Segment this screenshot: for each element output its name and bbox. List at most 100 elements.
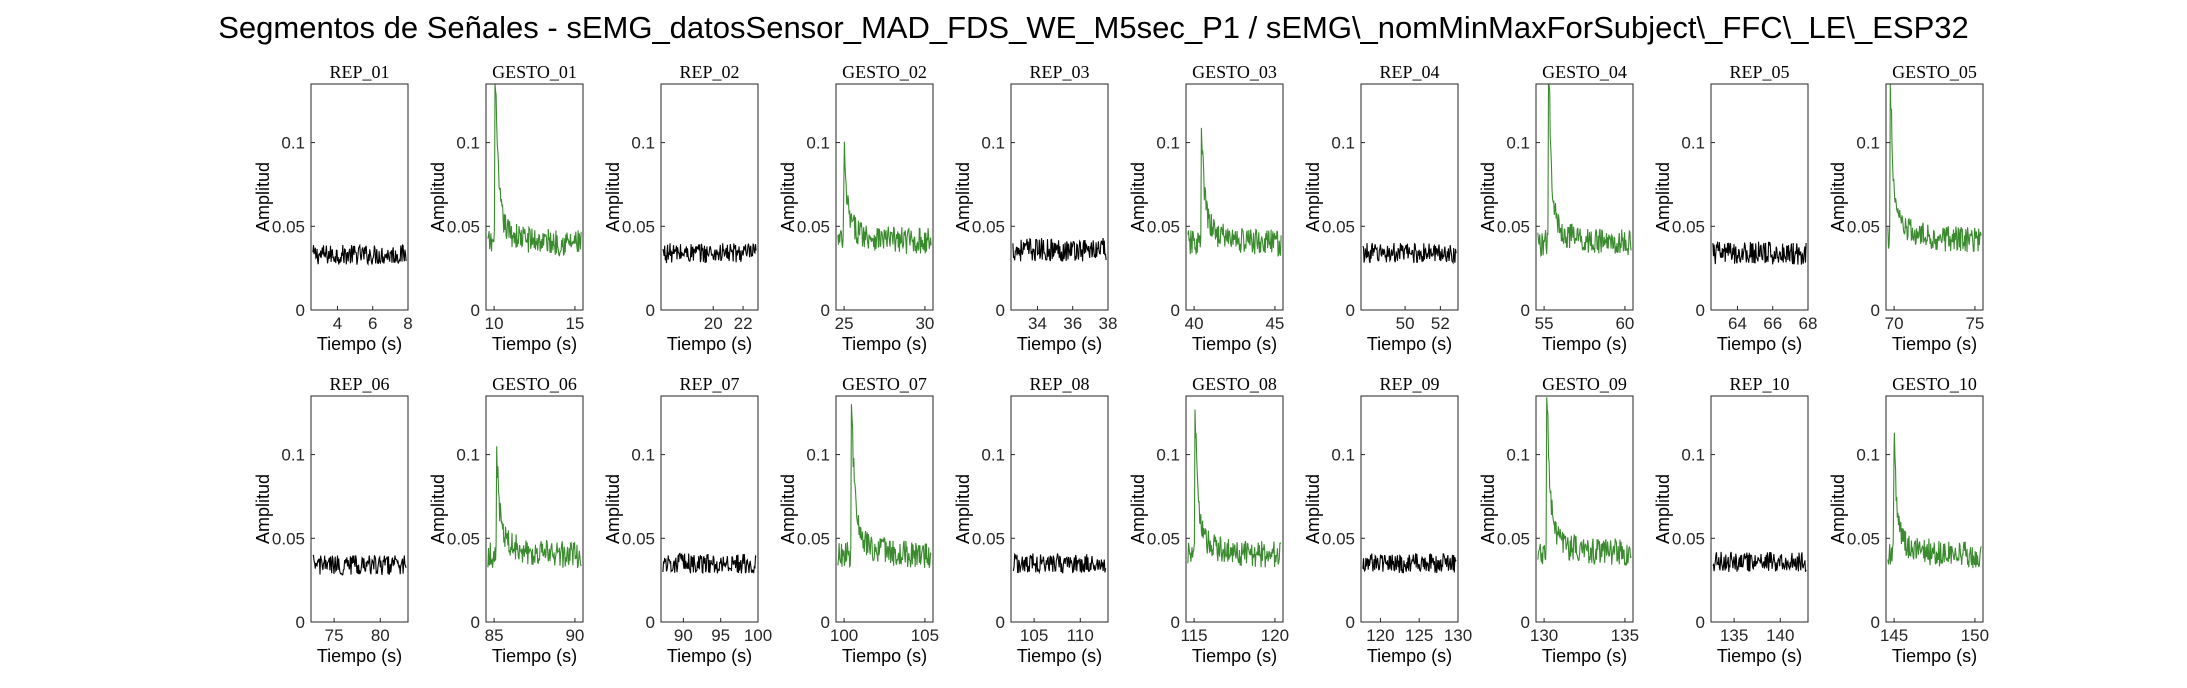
subplot-title: GESTO_08 [1192,374,1277,394]
y-tick-label: 0.05 [1847,529,1880,548]
y-tick-label: 0.1 [981,446,1005,465]
x-tick-label: 110 [1067,626,1094,645]
axes-box [660,83,759,311]
subplot-title: REP_10 [1729,374,1789,394]
axes-box [660,395,759,623]
x-tick-label: 36 [1063,314,1082,333]
y-axis-label: Amplitud [1303,162,1323,232]
x-axis-label: Tiempo (s) [1017,646,1102,666]
y-tick-label: 0 [1171,613,1180,632]
y-tick-label: 0.05 [447,529,480,548]
y-tick-label: 0.05 [447,217,480,236]
signal-line [1187,127,1282,257]
y-axis-label: Amplitud [953,162,973,232]
subplot-gesto-03: 0 0.05 0.1 40 45 GESTO_03 Tiempo (s) Amplitud [1128,62,1284,354]
subplot-title: REP_05 [1729,62,1789,82]
y-axis-label: Amplitud [253,474,273,544]
y-tick-label: 0.1 [1156,446,1180,465]
x-tick-label: 95 [711,626,730,645]
x-tick-label: 30 [915,314,934,333]
x-tick-label: 100 [830,626,858,645]
axes-box [1885,83,1984,311]
y-tick-label: 0 [821,301,830,320]
axes-box [835,83,934,311]
x-tick-label: 45 [1265,314,1284,333]
x-axis-label: Tiempo (s) [842,334,927,354]
subplot-gesto-05: 0 0.05 0.1 70 75 GESTO_05 Tiempo (s) Amplitud [1828,62,1984,354]
x-tick-label: 130 [1444,626,1472,645]
subplot-title: GESTO_01 [492,62,577,82]
subplot-rep-04: 0 0.05 0.1 50 52 REP_04 Tiempo (s) Amplitud [1303,62,1459,354]
signal-line [1887,84,1982,253]
subplot-rep-06: 0 0.05 0.1 75 80 REP_06 Tiempo (s) Amplitud [253,374,409,666]
x-axis-label: Tiempo (s) [492,646,577,666]
x-tick-label: 64 [1728,314,1747,333]
x-tick-label: 68 [1799,314,1818,333]
x-tick-label: 125 [1405,626,1433,645]
y-tick-label: 0.1 [281,134,305,153]
y-axis-label: Amplitud [253,162,273,232]
signal-line [1712,241,1807,265]
x-tick-label: 70 [1885,314,1904,333]
y-tick-label: 0 [1171,301,1180,320]
subplot-gesto-10: 0 0.05 0.1 145 150 GESTO_10 Tiempo (s) Amplitud [1828,374,1989,666]
x-axis-label: Tiempo (s) [1367,334,1452,354]
subplot-title: GESTO_09 [1542,374,1627,394]
x-axis-label: Tiempo (s) [1017,334,1102,354]
axes-box [1535,83,1634,311]
subplot-gesto-07: 0 0.05 0.1 100 105 GESTO_07 Tiempo (s) Amplitud [778,374,939,666]
signal-line [487,83,582,257]
subplot-title: GESTO_05 [1892,62,1977,82]
axes-box [835,395,934,623]
x-axis-label: Tiempo (s) [667,646,752,666]
signal-line [662,552,757,575]
x-tick-label: 55 [1535,314,1554,333]
axes-box [1010,395,1109,623]
y-tick-label: 0.05 [1672,217,1705,236]
subplot-title: GESTO_10 [1892,374,1977,394]
y-tick-label: 0.1 [806,446,830,465]
axes-box [485,395,584,623]
x-axis-label: Tiempo (s) [1542,646,1627,666]
axes-box [1360,395,1459,623]
subplot-title: GESTO_03 [1192,62,1277,82]
y-tick-label: 0.1 [1856,446,1880,465]
x-tick-label: 40 [1185,314,1204,333]
y-tick-label: 0 [1871,301,1880,320]
x-tick-label: 120 [1366,626,1394,645]
y-tick-label: 0 [1871,613,1880,632]
subplot-gesto-09: 0 0.05 0.1 130 135 GESTO_09 Tiempo (s) Amplitud [1478,374,1639,666]
subplot-title: REP_09 [1379,374,1439,394]
y-tick-label: 0 [296,613,305,632]
y-tick-label: 0.05 [1147,529,1180,548]
x-tick-label: 85 [485,626,504,645]
subplot-rep-10: 0 0.05 0.1 135 140 REP_10 Tiempo (s) Amplitud [1653,374,1809,666]
y-tick-label: 0.1 [281,446,305,465]
signal-line [1362,553,1457,574]
subplot-gesto-06: 0 0.05 0.1 85 90 GESTO_06 Tiempo (s) Amplitud [428,374,584,666]
subplot-rep-03: 0 0.05 0.1 34 36 38 REP_03 Tiempo (s) Amplitud [953,62,1117,354]
subplot-title: REP_07 [679,374,739,394]
subplot-title: REP_01 [329,62,389,82]
subplot-title: GESTO_07 [842,374,927,394]
y-axis-label: Amplitud [603,474,623,544]
y-axis-label: Amplitud [428,162,448,232]
axes-box [1710,83,1809,311]
y-tick-label: 0.1 [631,446,655,465]
axes-box [1535,395,1634,623]
y-tick-label: 0.1 [981,134,1005,153]
y-tick-label: 0.1 [1681,134,1705,153]
subplot-gesto-01: 0 0.05 0.1 10 15 GESTO_01 Tiempo (s) Amplitud [428,62,584,354]
y-tick-label: 0.05 [797,217,830,236]
subplot-rep-08: 0 0.05 0.1 105 110 REP_08 Tiempo (s) Amplitud [953,374,1109,666]
x-axis-label: Tiempo (s) [1542,334,1627,354]
y-tick-label: 0 [1346,301,1355,320]
axes-box [1185,83,1284,311]
y-axis-label: Amplitud [1478,474,1498,544]
y-tick-label: 0.05 [972,217,1005,236]
x-axis-label: Tiempo (s) [317,334,402,354]
x-tick-label: 130 [1530,626,1558,645]
y-tick-label: 0.05 [1322,529,1355,548]
x-axis-label: Tiempo (s) [1717,646,1802,666]
